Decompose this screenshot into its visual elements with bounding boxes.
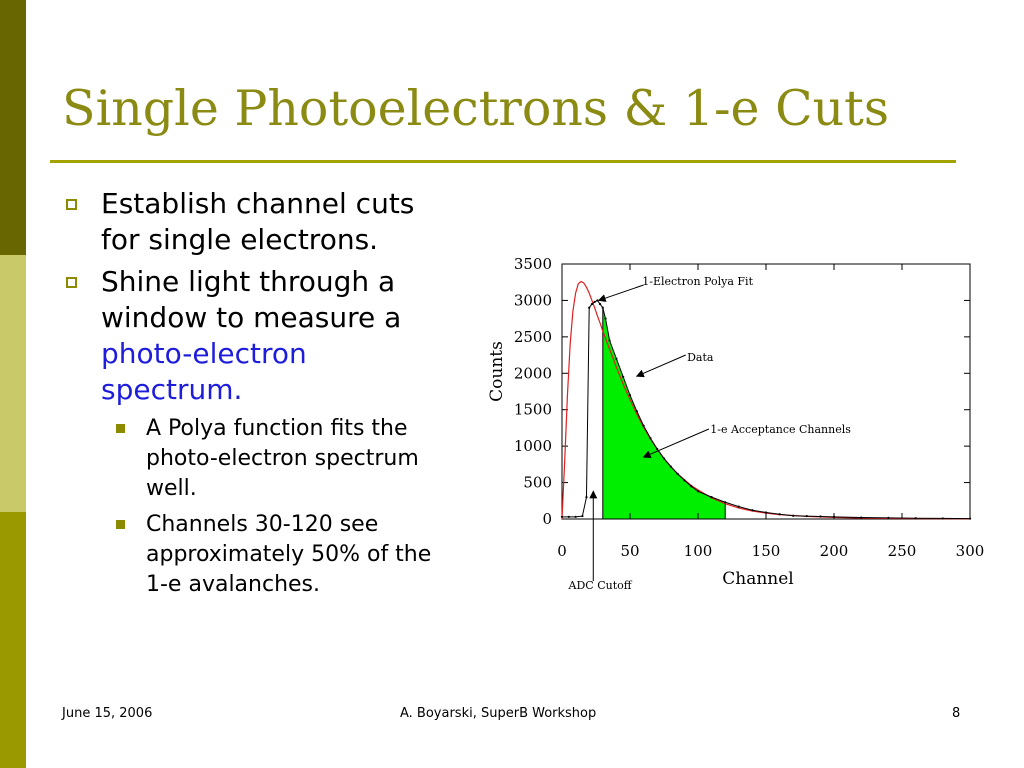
acceptance-annotation-label: 1-e Acceptance Channels <box>710 423 851 436</box>
data-point <box>676 472 679 475</box>
data-point <box>941 517 944 520</box>
title-underline <box>50 160 956 163</box>
bullet-item-2: Shine light through a window to measure … <box>66 264 446 408</box>
y-tick-label: 1500 <box>514 401 552 419</box>
sidebar-band-bottom <box>0 512 26 768</box>
x-tick-label: 100 <box>684 542 713 560</box>
data-point <box>968 517 972 520</box>
data-point <box>588 306 591 309</box>
data-point <box>560 515 564 518</box>
sub-bullet-text-1: A Polya function fits the photo-electron… <box>146 416 419 501</box>
footer-date: June 15, 2006 <box>62 706 153 721</box>
data-point <box>635 410 638 413</box>
acceptance-region <box>602 307 726 519</box>
data-point <box>792 514 795 517</box>
data-point <box>751 509 754 512</box>
bullet-text-1: Establish channel cuts for single electr… <box>101 187 415 256</box>
x-tick-label: 50 <box>620 542 639 560</box>
data-point <box>628 394 632 397</box>
data-point <box>737 505 740 508</box>
highlighted-term: photo-electron spectrum. <box>101 337 307 406</box>
data-annotation-arrow <box>635 354 686 378</box>
sidebar-decoration <box>0 0 26 768</box>
x-tick-label: 150 <box>752 542 781 560</box>
y-axis-label: Counts <box>487 341 507 402</box>
data-point <box>860 516 863 519</box>
photoelectron-spectrum-chart: 0 500 1000 1500 2000 2500 3000 3500 0 50 100 150 200… <box>487 255 985 592</box>
sub-bullet-text-2: Channels 30-120 see approximately 50% of… <box>146 512 432 597</box>
y-tick-label: 500 <box>523 474 552 492</box>
data-point <box>585 496 588 499</box>
data-point <box>596 299 599 302</box>
data-point <box>683 479 686 482</box>
data-point <box>642 424 645 427</box>
data-point <box>819 515 822 518</box>
data-annotation-label: Data <box>687 351 714 364</box>
data-point <box>669 465 672 468</box>
data-point <box>832 515 836 518</box>
data-point <box>608 339 611 342</box>
data-point <box>887 516 890 520</box>
data-point <box>690 485 693 488</box>
sidebar-band-top <box>0 0 26 255</box>
x-tick-label: 0 <box>557 542 567 560</box>
x-tick-label: 200 <box>820 542 849 560</box>
data-point <box>696 490 700 493</box>
y-tick-label: 3000 <box>514 291 552 309</box>
footer-author: A. Boyarski, SuperB Workshop <box>400 706 597 721</box>
data-point <box>574 515 577 518</box>
data-point <box>662 457 666 460</box>
slide-title: Single Photoelectrons & 1-e Cuts <box>62 80 890 137</box>
data-point <box>622 375 625 379</box>
data-point <box>601 306 604 309</box>
x-axis-label: Channel <box>722 569 794 589</box>
data-point <box>805 514 808 518</box>
x-tick-label: 250 <box>888 542 917 560</box>
bullet-list: Establish channel cuts for single electr… <box>66 186 446 606</box>
data-point <box>764 511 768 514</box>
y-tick-label: 2500 <box>514 328 552 346</box>
y-tick-label: 0 <box>542 510 552 528</box>
polya-fit-annotation-arrow <box>597 284 644 302</box>
polya-fit-annotation-label: 1-Electron Polya Fit <box>642 275 753 288</box>
adc-cutoff-annotation-label: ADC Cutoff <box>568 579 633 592</box>
hollow-square-bullet-icon <box>66 199 77 210</box>
bullet-item-1: Establish channel cuts for single electr… <box>66 186 446 258</box>
y-tick-label: 1000 <box>514 437 552 455</box>
y-tick-label: 3500 <box>514 255 552 273</box>
y-tick-label: 2000 <box>514 364 552 382</box>
data-point <box>615 357 618 360</box>
data-point <box>598 302 602 306</box>
data-point <box>656 447 659 451</box>
bullet-text-2: Shine light through a window to measure … <box>101 265 402 334</box>
data-point <box>604 317 607 320</box>
data-point <box>593 300 596 303</box>
data-point <box>567 515 570 518</box>
filled-square-bullet-icon <box>116 424 125 433</box>
footer-page-number: 8 <box>952 706 961 721</box>
data-point <box>710 496 713 499</box>
data-point <box>590 302 594 306</box>
sub-bullet-item-1: A Polya function fits the photo-electron… <box>116 414 446 504</box>
data-point <box>649 437 652 440</box>
data-point <box>724 501 727 504</box>
hollow-square-bullet-icon <box>66 277 77 288</box>
data-point <box>914 517 917 520</box>
sub-bullet-item-2: Channels 30-120 see approximately 50% of… <box>116 510 446 600</box>
sidebar-band-middle <box>0 255 26 512</box>
acceptance-annotation-arrow <box>642 428 710 458</box>
x-tick-label: 300 <box>956 542 985 560</box>
data-point <box>581 514 584 518</box>
filled-square-bullet-icon <box>116 520 125 529</box>
data-point <box>778 513 781 516</box>
